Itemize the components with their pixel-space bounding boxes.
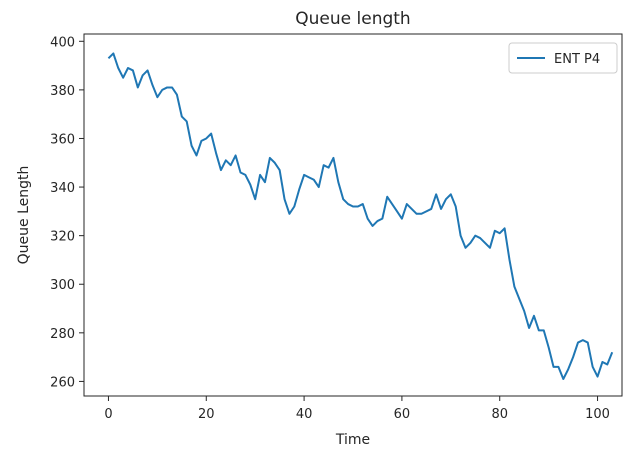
chart-title: Queue length xyxy=(295,9,410,29)
x-tick-label: 60 xyxy=(394,407,411,422)
y-tick-label: 280 xyxy=(50,327,75,342)
legend-label-ent-p4: ENT P4 xyxy=(554,52,600,67)
y-tick-label: 380 xyxy=(50,84,75,99)
x-tick-label: 100 xyxy=(585,407,610,422)
plot-frame xyxy=(83,33,623,397)
series-line-0 xyxy=(107,52,614,380)
y-tick-label: 360 xyxy=(50,132,75,147)
legend: ENT P4 xyxy=(508,42,618,74)
plot-area: 0 20 40 60 80 100 260 280 300 320 340 360 380 400 xyxy=(50,33,623,422)
y-tick-label: 340 xyxy=(50,181,75,196)
x-tick-label: 0 xyxy=(104,407,112,422)
y-axis-title: Queue Length xyxy=(16,166,32,265)
x-tick-label: 80 xyxy=(491,407,508,422)
y-tick-label: 320 xyxy=(50,230,75,245)
x-tick-label: 40 xyxy=(296,407,313,422)
y-tick-label: 400 xyxy=(50,35,75,50)
x-axis-title: Time xyxy=(335,432,370,448)
y-tick-label: 300 xyxy=(50,278,75,293)
x-tick-label: 20 xyxy=(198,407,215,422)
y-tick-label: 260 xyxy=(50,375,75,390)
legend-frame xyxy=(508,42,618,74)
